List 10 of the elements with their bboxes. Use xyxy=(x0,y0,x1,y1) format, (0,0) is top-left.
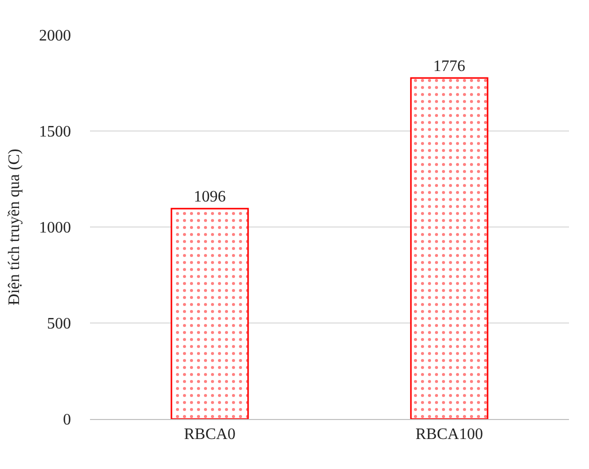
y-tick-label: 1000 xyxy=(39,220,71,237)
y-axis-title: Điện tích truyền qua (C) xyxy=(6,148,23,306)
data-label: 1776 xyxy=(433,58,466,76)
x-tick-label: RBCA0 xyxy=(184,426,236,444)
y-tick-label: 2000 xyxy=(39,28,71,45)
y-tick-label: 1500 xyxy=(39,124,71,141)
y-tick-label: 0 xyxy=(63,412,71,429)
data-label: 1096 xyxy=(194,188,226,206)
y-tick-label: 500 xyxy=(47,316,71,333)
x-tick-label: RBCA100 xyxy=(415,426,484,444)
